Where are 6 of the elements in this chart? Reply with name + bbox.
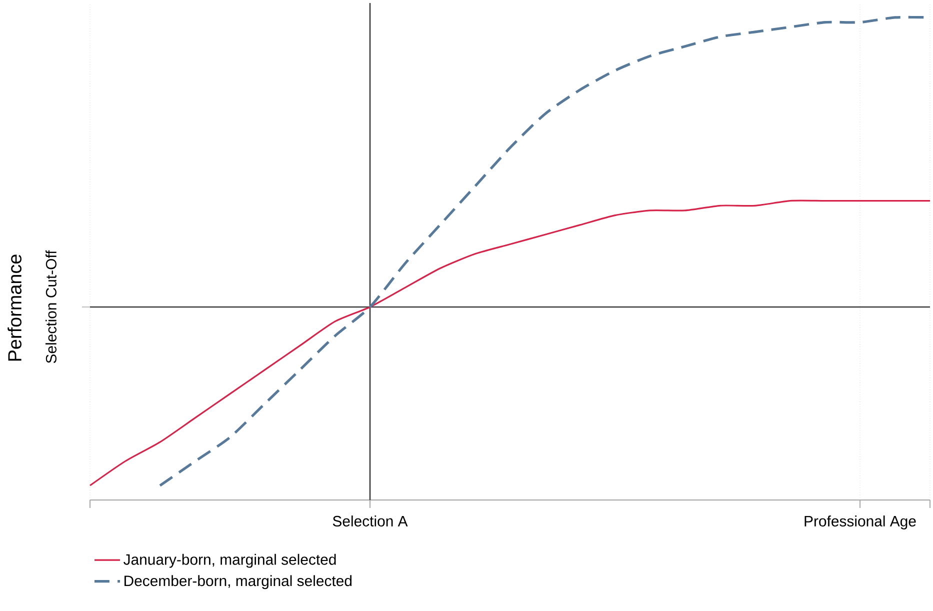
legend-label: December-born, marginal selected [124,575,352,590]
x-tick-label: Selection A [332,516,408,526]
legend-label: January-born, marginal selected [124,554,336,568]
ref-line-label: Selection Cut-Off [46,250,56,364]
y-axis-title: Performance [8,254,22,361]
x-tick-label: Professional Age [804,516,916,530]
